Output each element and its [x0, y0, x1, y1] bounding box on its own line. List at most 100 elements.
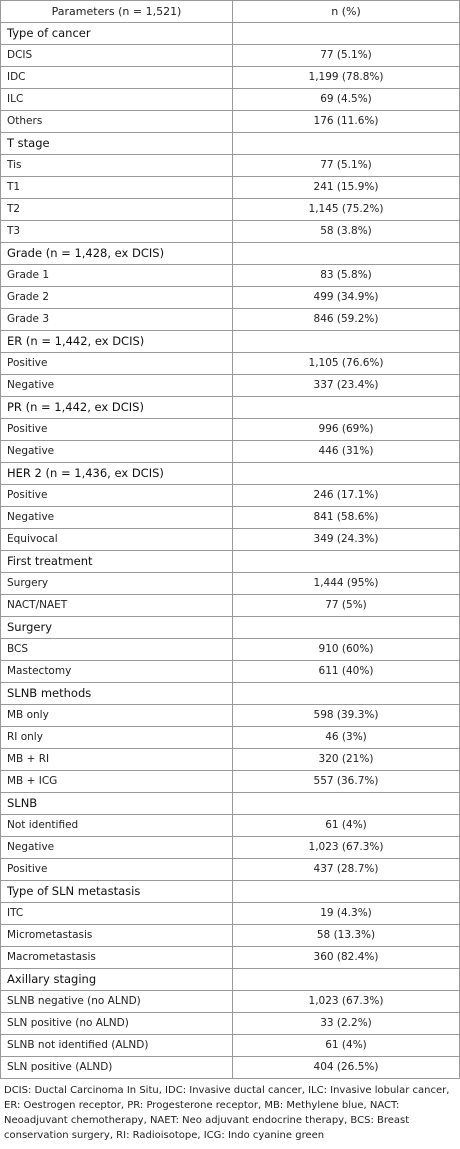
row-value: 996 (69%): [232, 418, 460, 441]
header-row: Parameters (n = 1,521) n (%): [0, 0, 460, 23]
section-title: ER (n = 1,442, ex DCIS): [0, 330, 233, 353]
data-row: T2 1,145 (75.2%): [0, 198, 460, 221]
data-row: MB only 598 (39.3%): [0, 704, 460, 727]
row-label: Grade 1: [0, 264, 233, 287]
data-row: IDC 1,199 (78.8%): [0, 66, 460, 89]
row-value: 437 (28.7%): [232, 858, 460, 881]
empty-cell: [232, 550, 460, 573]
data-row: Positive 437 (28.7%): [0, 858, 460, 881]
empty-cell: [232, 242, 460, 265]
row-value: 77 (5.1%): [232, 44, 460, 67]
empty-cell: [232, 880, 460, 903]
data-row: Grade 3 846 (59.2%): [0, 308, 460, 331]
empty-cell: [232, 968, 460, 991]
row-label: ITC: [0, 902, 233, 925]
row-label: Negative: [0, 506, 233, 529]
section-title: HER 2 (n = 1,436, ex DCIS): [0, 462, 233, 485]
row-value: 557 (36.7%): [232, 770, 460, 793]
data-row: SLNB not identified (ALND) 61 (4%): [0, 1034, 460, 1057]
row-label: Grade 2: [0, 286, 233, 309]
data-row: Micrometastasis 58 (13.3%): [0, 924, 460, 947]
row-value: 611 (40%): [232, 660, 460, 683]
section-title: Type of cancer: [0, 22, 233, 45]
row-label: DCIS: [0, 44, 233, 67]
row-value: 1,145 (75.2%): [232, 198, 460, 221]
row-label: ILC: [0, 88, 233, 111]
empty-cell: [232, 616, 460, 639]
row-label: RI only: [0, 726, 233, 749]
data-row: Mastectomy 611 (40%): [0, 660, 460, 683]
section-title: Grade (n = 1,428, ex DCIS): [0, 242, 233, 265]
row-label: Positive: [0, 858, 233, 881]
row-value: 69 (4.5%): [232, 88, 460, 111]
data-row: ITC 19 (4.3%): [0, 902, 460, 925]
row-label: MB + RI: [0, 748, 233, 771]
section-row: SLNB methods: [0, 682, 460, 705]
row-value: 841 (58.6%): [232, 506, 460, 529]
row-value: 46 (3%): [232, 726, 460, 749]
row-value: 246 (17.1%): [232, 484, 460, 507]
data-row: Positive 996 (69%): [0, 418, 460, 441]
section-row: Axillary staging: [0, 968, 460, 991]
row-label: Micrometastasis: [0, 924, 233, 947]
row-value: 1,105 (76.6%): [232, 352, 460, 375]
row-label: SLNB negative (no ALND): [0, 990, 233, 1013]
data-row: Positive 1,105 (76.6%): [0, 352, 460, 375]
row-label: Tis: [0, 154, 233, 177]
data-row: RI only 46 (3%): [0, 726, 460, 749]
section-row: Type of SLN metastasis: [0, 880, 460, 903]
section-title: Type of SLN metastasis: [0, 880, 233, 903]
section-row: Grade (n = 1,428, ex DCIS): [0, 242, 460, 265]
header-cell: n (%): [232, 0, 460, 23]
row-label: Negative: [0, 440, 233, 463]
row-value: 404 (26.5%): [232, 1056, 460, 1079]
section-row: First treatment: [0, 550, 460, 573]
data-row: Positive 246 (17.1%): [0, 484, 460, 507]
empty-cell: [232, 462, 460, 485]
row-label: MB only: [0, 704, 233, 727]
row-value: 1,199 (78.8%): [232, 66, 460, 89]
row-value: 360 (82.4%): [232, 946, 460, 969]
section-title: SLNB methods: [0, 682, 233, 705]
data-row: Tis 77 (5.1%): [0, 154, 460, 177]
row-value: 83 (5.8%): [232, 264, 460, 287]
data-row: T1 241 (15.9%): [0, 176, 460, 199]
row-value: 446 (31%): [232, 440, 460, 463]
row-label: SLNB not identified (ALND): [0, 1034, 233, 1057]
row-label: Not identified: [0, 814, 233, 837]
row-label: IDC: [0, 66, 233, 89]
section-row: Type of cancer: [0, 22, 460, 45]
data-row: ILC 69 (4.5%): [0, 88, 460, 111]
row-label: T3: [0, 220, 233, 243]
section-title: T stage: [0, 132, 233, 155]
row-value: 1,023 (67.3%): [232, 990, 460, 1013]
row-value: 77 (5.1%): [232, 154, 460, 177]
section-title: SLNB: [0, 792, 233, 815]
data-row: NACT/NAET 77 (5%): [0, 594, 460, 617]
data-row: Grade 2 499 (34.9%): [0, 286, 460, 309]
section-row: HER 2 (n = 1,436, ex DCIS): [0, 462, 460, 485]
row-value: 598 (39.3%): [232, 704, 460, 727]
row-value: 33 (2.2%): [232, 1012, 460, 1035]
row-value: 77 (5%): [232, 594, 460, 617]
section-title: First treatment: [0, 550, 233, 573]
row-label: BCS: [0, 638, 233, 661]
empty-cell: [232, 792, 460, 815]
row-label: NACT/NAET: [0, 594, 233, 617]
data-row: Equivocal 349 (24.3%): [0, 528, 460, 551]
section-title: PR (n = 1,442, ex DCIS): [0, 396, 233, 419]
footnote: DCIS: Ductal Carcinoma In Situ, IDC: Inv…: [4, 1085, 450, 1141]
row-value: 846 (59.2%): [232, 308, 460, 331]
section-row: Surgery: [0, 616, 460, 639]
empty-cell: [232, 132, 460, 155]
data-row: Macrometastasis 360 (82.4%): [0, 946, 460, 969]
table-body: Type of cancer DCIS 77 (5.1%) IDC 1,199 (78.…: [0, 22, 460, 1079]
row-label: Mastectomy: [0, 660, 233, 683]
data-row: Negative 446 (31%): [0, 440, 460, 463]
row-value: 58 (13.3%): [232, 924, 460, 947]
data-row: DCIS 77 (5.1%): [0, 44, 460, 67]
row-label: Macrometastasis: [0, 946, 233, 969]
row-value: 61 (4%): [232, 1034, 460, 1057]
data-row: Grade 1 83 (5.8%): [0, 264, 460, 287]
